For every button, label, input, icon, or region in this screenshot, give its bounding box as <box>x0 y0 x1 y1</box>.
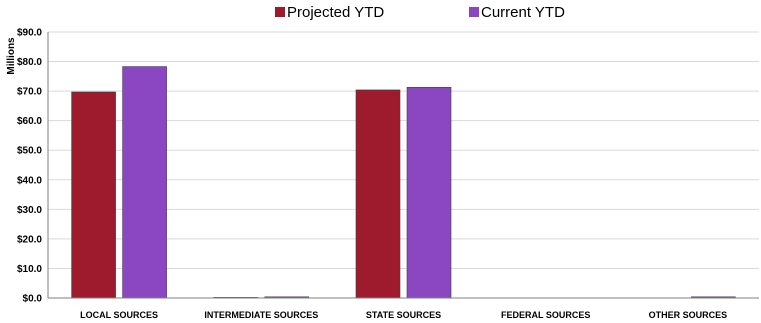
x-category-labels: LOCAL SOURCES INTERMEDIATE SOURCES STATE S… <box>80 310 727 320</box>
bar-projected-ytd <box>355 89 401 299</box>
y-tick-labels: $0.0 $10.0 $20.0 $30.0 $40.0 $50.0 $60.0 $70.0 $… <box>17 28 42 305</box>
y-tick-label: $10.0 <box>17 264 42 275</box>
y-axis-label: Millions <box>6 37 17 75</box>
legend-label: Current YTD <box>481 4 565 21</box>
legend-swatch <box>275 7 285 17</box>
bar-projected-ytd <box>71 91 116 299</box>
x-category-label: INTERMEDIATE SOURCES <box>204 310 318 320</box>
y-tick-label: $80.0 <box>17 57 42 68</box>
y-tick-label: $50.0 <box>17 146 42 157</box>
y-tick-label: $0.0 <box>23 294 43 305</box>
axes <box>47 32 759 299</box>
y-tick-label: $90.0 <box>17 28 42 39</box>
legend-swatch <box>469 7 479 17</box>
legend: Projected YTD Current YTD <box>275 4 565 21</box>
bar-current-ytd <box>406 86 452 299</box>
x-category-label: FEDERAL SOURCES <box>501 310 590 320</box>
bar-current-ytd <box>122 66 167 299</box>
x-category-label: STATE SOURCES <box>366 310 441 320</box>
y-tick-label: $60.0 <box>17 116 42 127</box>
legend-label: Projected YTD <box>287 4 384 21</box>
x-category-label: OTHER SOURCES <box>649 310 728 320</box>
x-category-label: LOCAL SOURCES <box>80 310 158 320</box>
y-tick-label: $20.0 <box>17 234 42 245</box>
y-tick-label: $70.0 <box>17 87 42 98</box>
y-tick-label: $30.0 <box>17 205 42 216</box>
bars <box>71 66 736 299</box>
y-tick-label: $40.0 <box>17 175 42 186</box>
